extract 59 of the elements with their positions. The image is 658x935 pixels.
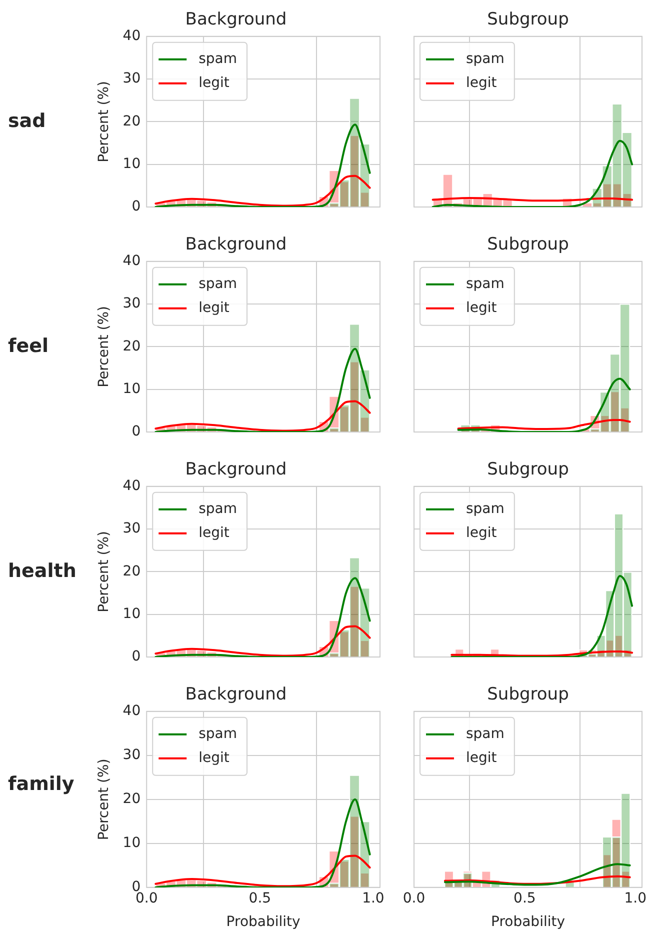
legend-label: legit [198,75,230,92]
text: family [8,773,76,795]
legend-label: legit [466,525,498,542]
chart-title: Background [185,460,287,480]
x-tick-label: 1.0 [624,890,646,906]
legend-label: spam [198,51,238,68]
chart-title: Background [185,684,287,705]
y-tick-label: 30 [122,747,141,764]
legend-label: legit [466,750,498,766]
y-tick-label: 20 [122,563,141,580]
y-axis-title: Percent (%) [96,81,112,162]
legend-label: spam [198,276,238,292]
y-tick-label: 30 [122,296,141,312]
x-tick-label: 0.5 [248,890,272,906]
legend-label: spam [466,726,504,742]
chart-title: Subgroup [487,10,569,30]
y-tick-label: 40 [122,28,141,44]
chart-title: Background [185,10,287,30]
y-tick-label: 10 [122,380,141,397]
legend-label: spam [198,726,238,742]
y-tick-label: 40 [122,703,141,720]
chart-title: Subgroup [487,234,569,255]
legend-label: spam [466,51,504,68]
y-tick-label: 30 [122,70,141,87]
x-tick-label: 0.0 [402,890,426,906]
y-axis-title: Percent (%) [96,306,112,388]
legend-label: legit [466,75,498,92]
y-tick-label: 0 [132,424,141,440]
x-tick-label: 0.0 [135,890,158,906]
y-axis-title: Percent (%) [96,531,112,612]
x-axis-title: Probability [226,914,300,930]
y-tick-label: 10 [122,606,141,622]
legend-label: legit [198,750,230,766]
legend-label: legit [198,525,230,542]
y-tick-label: 40 [122,253,141,270]
x-tick-label: 0.5 [514,890,536,906]
legend-label: legit [198,300,230,316]
legend-label: spam [466,501,504,518]
x-axis-title: Probability [490,914,566,930]
y-tick-label: 20 [122,338,141,354]
legend-label: spam [198,501,238,518]
text: feel [8,334,50,356]
text: health [8,560,78,582]
y-tick-label: 0 [132,198,141,215]
legend-label: spam [466,276,504,292]
chart-title: Subgroup [487,460,569,480]
y-tick-label: 20 [122,113,141,130]
y-tick-label: 10 [122,156,141,172]
y-axis-title: Percent (%) [96,758,112,840]
text: sad [8,110,47,132]
y-tick-label: 30 [122,520,141,537]
x-tick-label: 1.0 [362,890,384,906]
legend-label: legit [466,300,498,316]
y-tick-label: 10 [122,835,141,852]
y-tick-label: 40 [122,478,141,494]
y-tick-label: 0 [132,648,141,665]
chart-title: Background [185,234,287,255]
y-tick-label: 20 [122,791,141,808]
chart-title: Subgroup [487,684,569,705]
